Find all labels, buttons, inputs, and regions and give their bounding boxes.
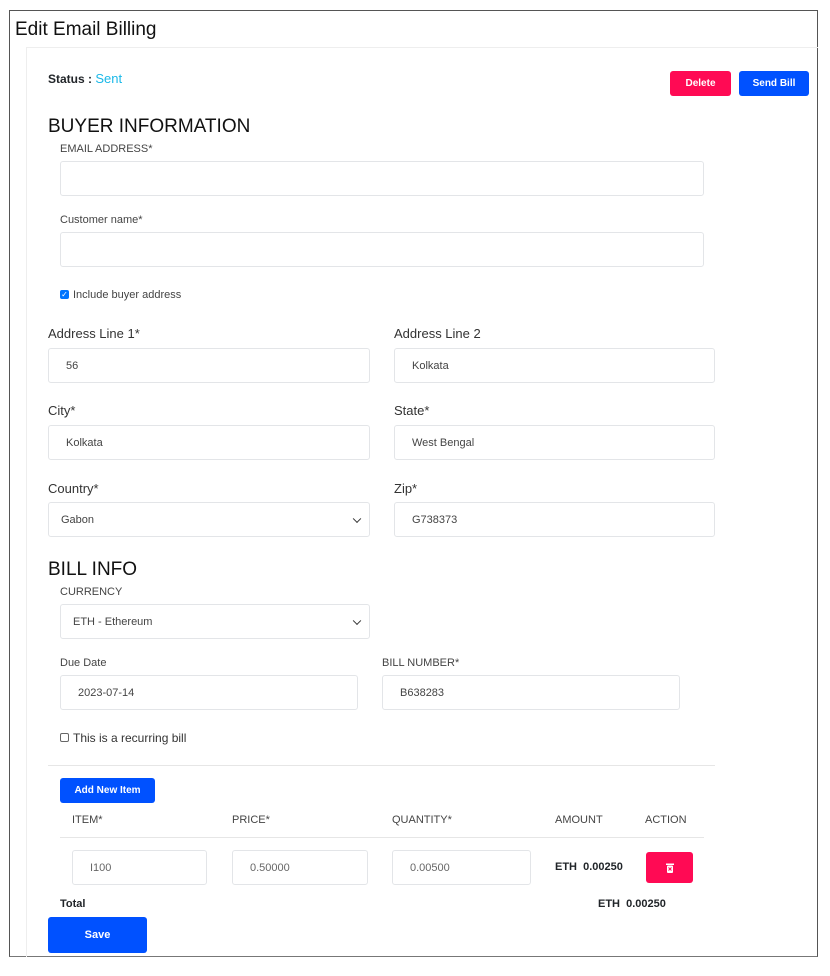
recurring-checkbox[interactable] <box>60 733 69 742</box>
address2-field[interactable]: Kolkata <box>394 348 715 383</box>
currency-label: CURRENCY <box>60 586 123 598</box>
amount-currency: ETH <box>555 861 577 873</box>
price-field[interactable]: 0.50000 <box>232 850 368 885</box>
total-amount: ETH 0.00250 <box>598 898 666 910</box>
email-field[interactable] <box>60 161 704 196</box>
bill-heading: BILL INFO <box>48 559 138 580</box>
form-card <box>26 47 818 957</box>
include-address-label: Include buyer address <box>73 289 182 301</box>
include-address-checkbox[interactable]: ✓ <box>60 290 69 299</box>
country-label: Country* <box>48 481 99 496</box>
quantity-field[interactable]: 0.00500 <box>392 850 531 885</box>
divider <box>48 765 715 766</box>
bill-number-field[interactable]: B638283 <box>382 675 680 710</box>
bill-number-label: BILL NUMBER* <box>382 657 460 669</box>
address2-label: Address Line 2 <box>394 326 481 341</box>
table-divider <box>60 837 704 838</box>
header-quantity: QUANTITY* <box>392 814 452 826</box>
delete-row-button[interactable] <box>646 852 693 883</box>
amount-value: 0.00250 <box>583 861 623 873</box>
total-label: Total <box>60 898 86 910</box>
email-label: EMAIL ADDRESS* <box>60 143 153 155</box>
address1-field[interactable]: 56 <box>48 348 370 383</box>
send-bill-button[interactable]: Send Bill <box>739 71 809 96</box>
buyer-heading: BUYER INFORMATION <box>48 116 251 137</box>
customer-name-label: Customer name* <box>60 214 143 226</box>
zip-field[interactable]: G738373 <box>394 502 715 537</box>
state-label: State* <box>394 403 430 418</box>
address1-label: Address Line 1* <box>48 326 140 341</box>
header-item: ITEM* <box>72 814 103 826</box>
due-date-field[interactable]: 2023-07-14 <box>60 675 358 710</box>
save-button[interactable]: Save <box>48 917 147 953</box>
customer-name-field[interactable] <box>60 232 704 267</box>
status-badge: Sent <box>95 71 123 86</box>
row-amount: ETH 0.00250 <box>555 861 623 873</box>
zip-label: Zip* <box>394 481 418 496</box>
due-date-label: Due Date <box>60 657 107 669</box>
header-action: ACTION <box>645 814 687 826</box>
trash-icon <box>665 863 674 873</box>
recurring-label: This is a recurring bill <box>73 731 187 745</box>
total-value: 0.00250 <box>626 898 666 910</box>
item-field[interactable]: I100 <box>72 850 207 885</box>
city-field[interactable]: Kolkata <box>48 425 370 460</box>
country-select[interactable]: Gabon <box>48 502 370 537</box>
state-field[interactable]: West Bengal <box>394 425 715 460</box>
total-currency: ETH <box>598 898 620 910</box>
page-title: Edit Email Billing <box>15 19 157 40</box>
add-item-button[interactable]: Add New Item <box>60 778 155 803</box>
delete-button[interactable]: Delete <box>670 71 731 96</box>
currency-select[interactable]: ETH - Ethereum <box>60 604 370 639</box>
status-label: Status : <box>48 72 93 86</box>
status: Status : Sent <box>48 71 122 86</box>
city-label: City* <box>48 403 76 418</box>
header-amount: AMOUNT <box>555 814 603 826</box>
header-price: PRICE* <box>232 814 270 826</box>
